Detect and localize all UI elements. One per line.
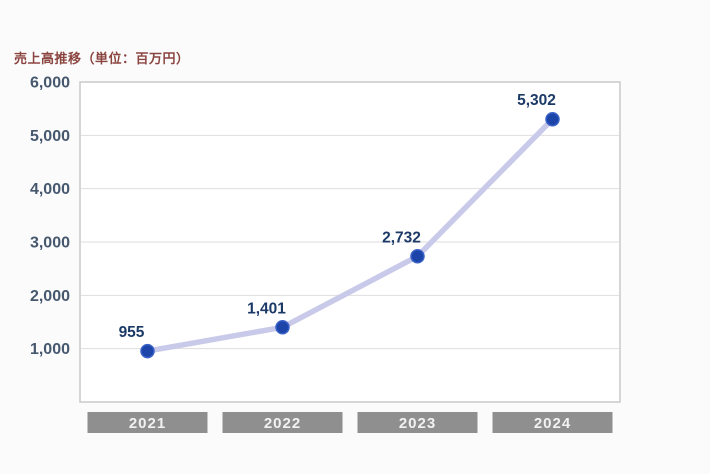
- x-axis-box-label-2024: 2024: [534, 415, 571, 432]
- data-label-2024: 5,302: [517, 92, 556, 109]
- y-tick-label: 5,000: [30, 128, 70, 145]
- data-point-2021: [140, 343, 155, 359]
- data-label-2023: 2,732: [382, 229, 421, 246]
- data-label-2022: 1,401: [247, 300, 286, 317]
- y-tick-label: 2,000: [30, 288, 70, 305]
- y-tick-label: 3,000: [30, 235, 70, 252]
- data-point-2023: [410, 249, 425, 264]
- x-axis-box-2021: [87, 412, 208, 433]
- x-axis-box-2023: [357, 412, 478, 433]
- x-axis-box-label-2022: 2022: [264, 415, 301, 432]
- sales-line: [144, 116, 556, 354]
- y-tick-label: 6,000: [30, 75, 70, 92]
- x-axis-box-label-2023: 2023: [399, 415, 436, 432]
- y-tick-label: 4,000: [30, 181, 70, 198]
- x-axis-box-2022: [222, 412, 343, 433]
- chart-title: 売上高推移（単位：百万円）: [14, 51, 190, 66]
- x-axis-box-label-2021: 2021: [129, 415, 166, 432]
- data-point-2022: [275, 320, 290, 335]
- y-tick-label: 1,000: [30, 341, 70, 358]
- data-label-2021: 955: [119, 324, 145, 341]
- x-axis-box-2024: [492, 412, 613, 433]
- data-point-2024: [545, 111, 560, 127]
